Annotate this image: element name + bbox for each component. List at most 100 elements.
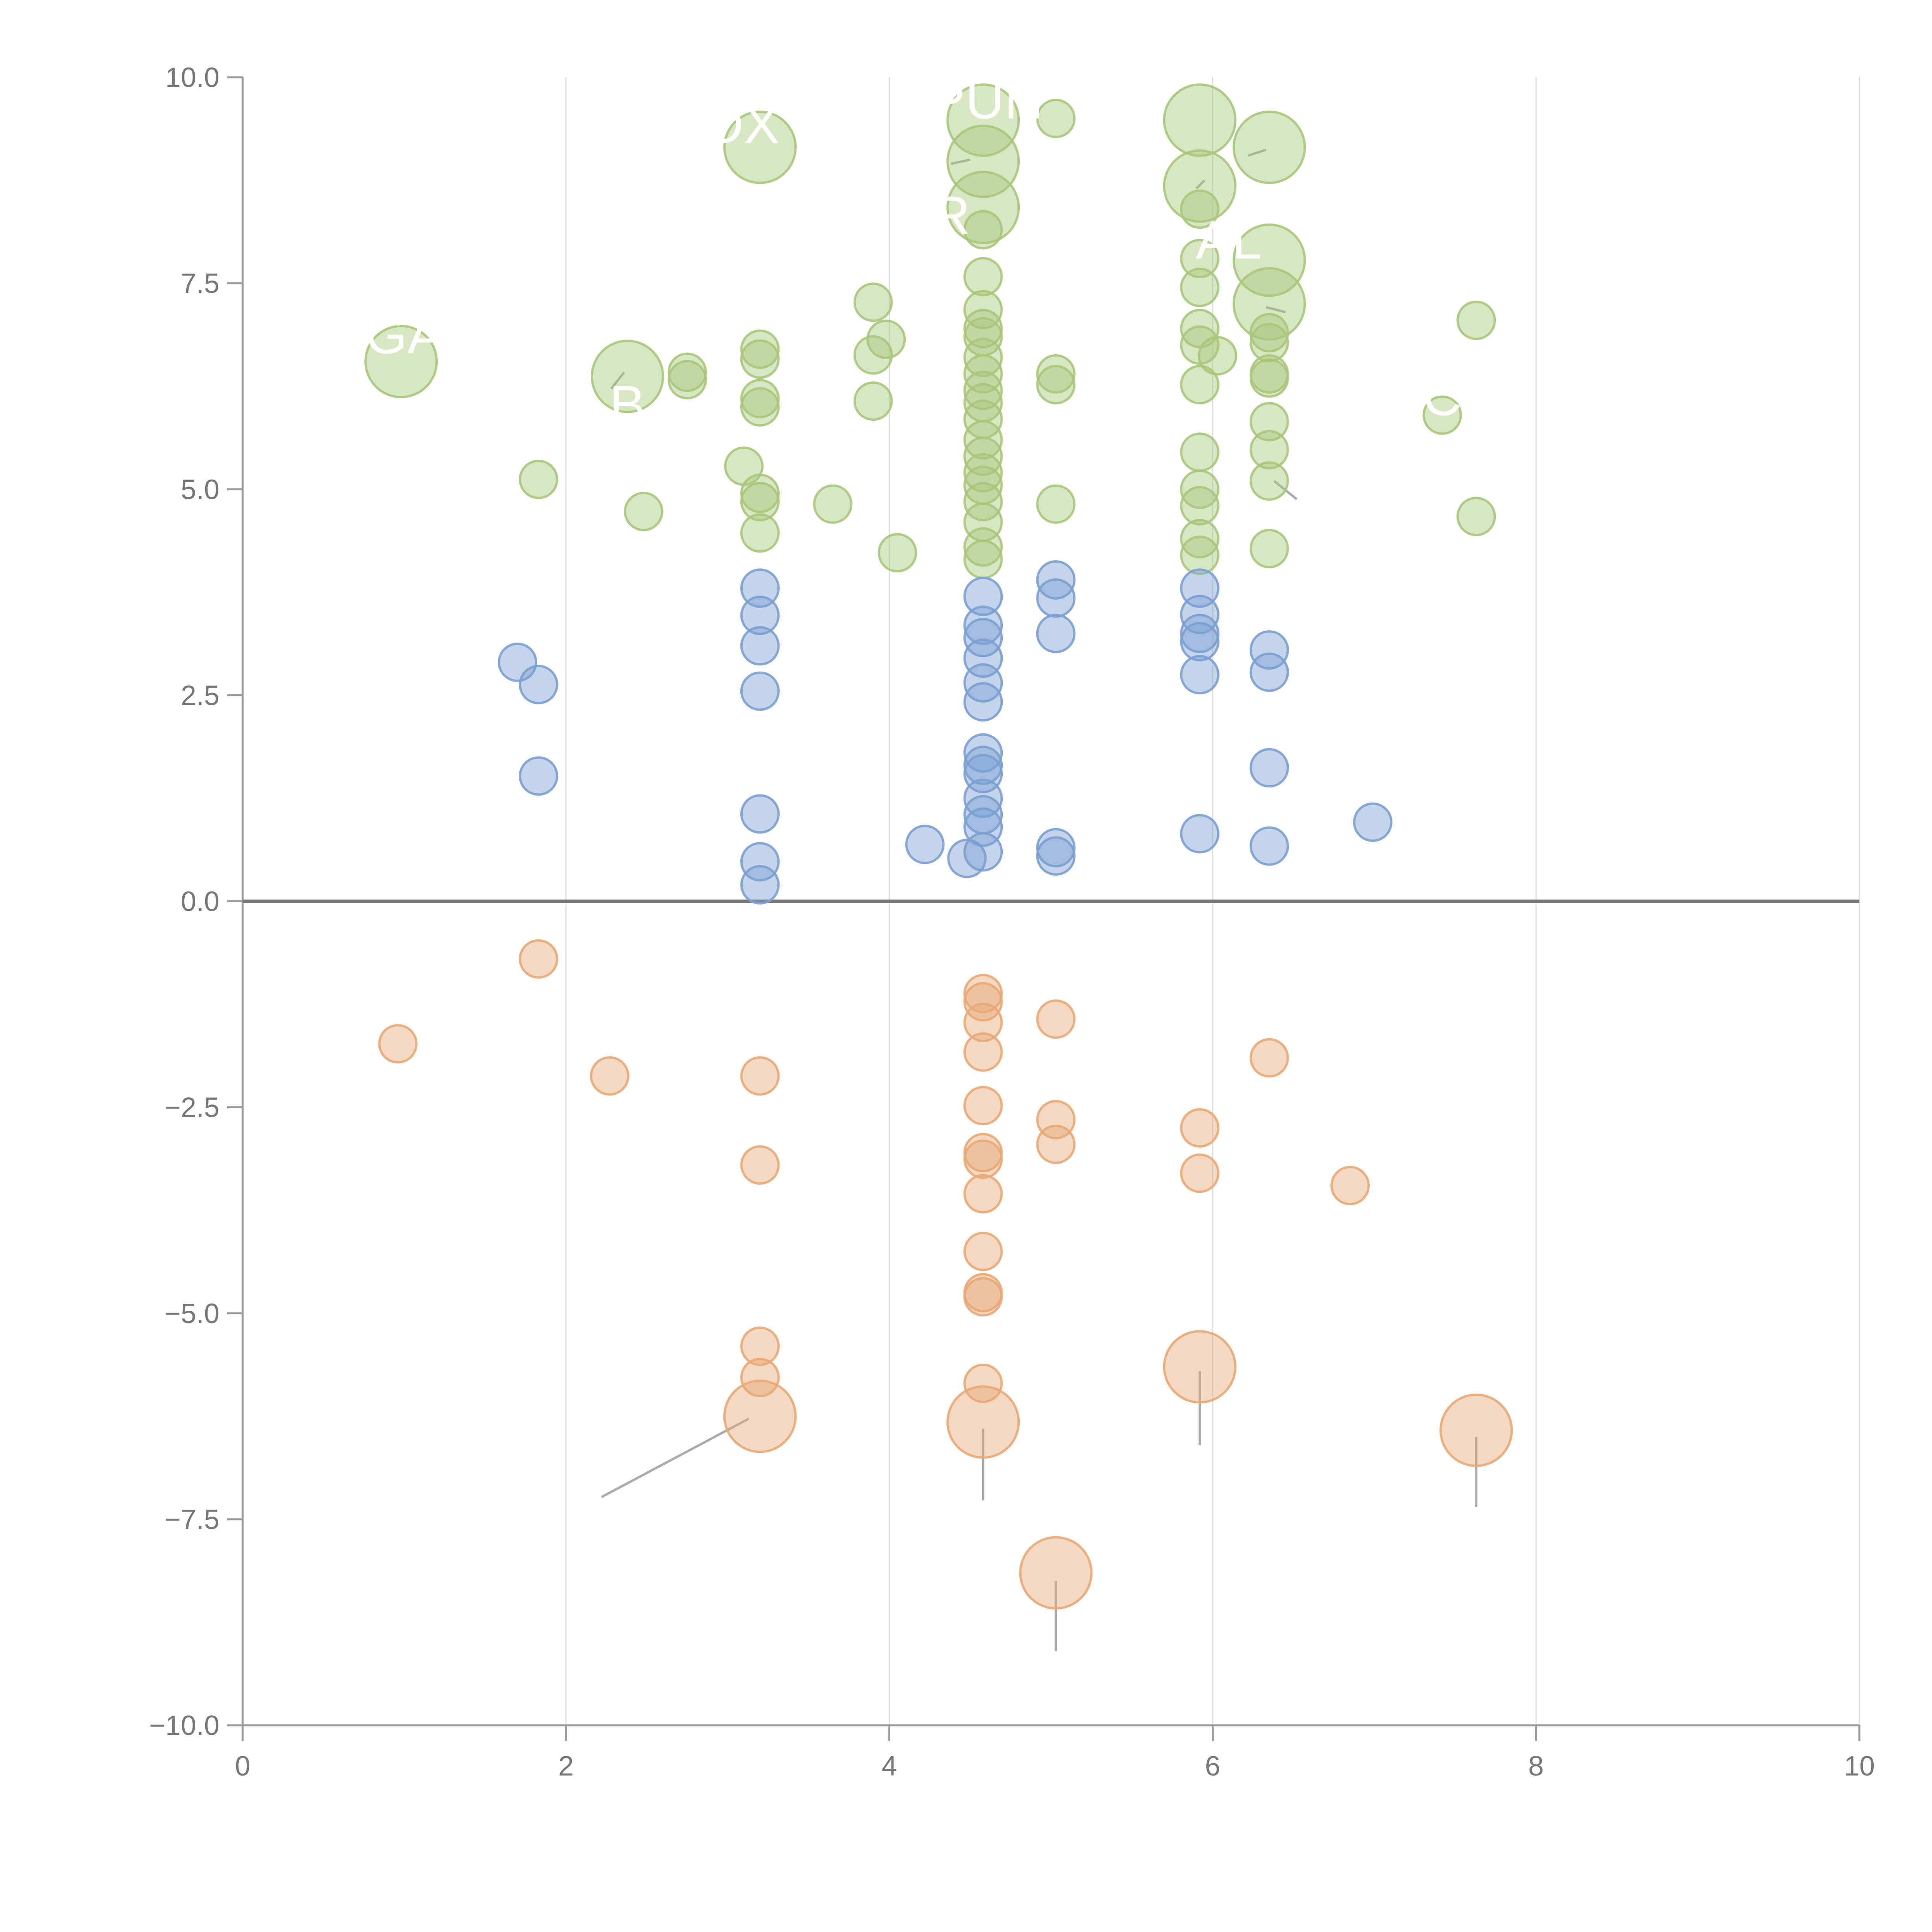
point-low [740,1145,780,1185]
point-high [963,354,1003,394]
point-high [1456,497,1496,536]
point-high [1180,309,1219,349]
point-high [1249,402,1289,442]
point-label: R [931,185,970,245]
x-tick-label: 8 [1528,1751,1544,1782]
point-low [1439,1393,1513,1467]
point-high [1232,223,1306,297]
point-high [1249,430,1289,469]
point-low [1019,1536,1093,1610]
point-mid [1036,578,1076,618]
point-mid [740,842,780,882]
point-high [740,473,780,513]
point-mid [1353,802,1393,842]
point-mid [963,618,1003,658]
point-high [1036,484,1076,524]
point-high [1180,535,1219,575]
point-high [740,329,780,369]
point-low [590,1056,629,1096]
point-low [740,1358,780,1398]
leader-line [950,158,971,165]
x-tick-label: 6 [1205,1751,1220,1782]
point-high [1036,365,1076,405]
y-tick-label: −10.0 [149,1710,219,1741]
point-high [1249,358,1289,398]
point-mid [1036,836,1076,876]
point-high [1232,111,1306,184]
y-tick-label: −2.5 [165,1092,219,1123]
leader-line [1265,306,1286,313]
point-mid [1180,655,1219,695]
point-label: B [609,374,645,435]
point-high [723,111,797,184]
point-high [866,320,906,359]
point-high [963,453,1003,493]
point-low [740,1327,780,1366]
point-label: C [1423,366,1462,427]
point-high [1180,365,1219,405]
point-low [946,1385,1020,1459]
point-high [1180,519,1219,559]
point-labels: GA MDX PUN R AL B C [365,70,1462,435]
x-tick-label: 0 [235,1751,250,1782]
point-low [1180,1108,1219,1148]
point-high [878,533,917,573]
point-high [624,492,663,531]
point-mid [963,832,1003,872]
point-high [813,484,853,524]
point-mid [1249,630,1289,670]
point-high [740,339,780,379]
point-high [1232,267,1306,341]
point-label: MDX [660,94,780,155]
point-high [1180,432,1219,472]
point-high [667,360,707,400]
point-label: AL [1196,209,1262,270]
point-low [963,1231,1003,1271]
point-high [963,539,1003,579]
y-tick-label: −7.5 [165,1504,219,1535]
point-high [1180,267,1219,307]
point-low [740,1056,780,1096]
point-high [740,482,780,522]
leader-line [610,371,625,389]
y-tick-label: −5.0 [165,1298,219,1329]
y-tick-label: 10.0 [165,62,219,93]
point-high [1249,529,1289,568]
point-high [1180,239,1219,279]
point-high [1456,301,1496,340]
point-low [723,1379,797,1453]
point-high [740,387,780,427]
point-mid [905,825,945,864]
point-high [963,257,1003,297]
point-mid [740,671,780,711]
x-tick-label: 10 [1844,1751,1875,1782]
y-tick-label: 5.0 [181,474,219,505]
point-mid [740,568,780,608]
point-mid [963,778,1003,818]
point-mid [963,745,1003,785]
point-label: PUN [929,70,1044,130]
leader-line [1196,179,1206,189]
point-low [1180,1153,1219,1193]
point-low [1330,1166,1370,1206]
point-low [963,1002,1003,1042]
point-high [963,420,1003,460]
point-low [963,1174,1003,1214]
point-low [963,1277,1003,1317]
point-mid [740,595,780,635]
point-high [963,527,1003,567]
point-mid [1249,748,1289,788]
point-label: GA [365,304,444,365]
point-low [1036,999,1076,1039]
point-high [853,381,893,421]
point-high [1180,486,1219,526]
point-low [963,1139,1003,1179]
axes: 10.0 7.5 5.0 2.5 0.0 −2.5 −5.0 −7.5 −10.0 0 2 4 6 8 10 [149,62,1875,1782]
point-high [946,124,1020,198]
leader-line [601,1418,750,1498]
point-mid [740,794,780,834]
point-low [963,974,1003,1014]
point-low [519,939,558,979]
y-tick-label: 2.5 [181,680,219,711]
